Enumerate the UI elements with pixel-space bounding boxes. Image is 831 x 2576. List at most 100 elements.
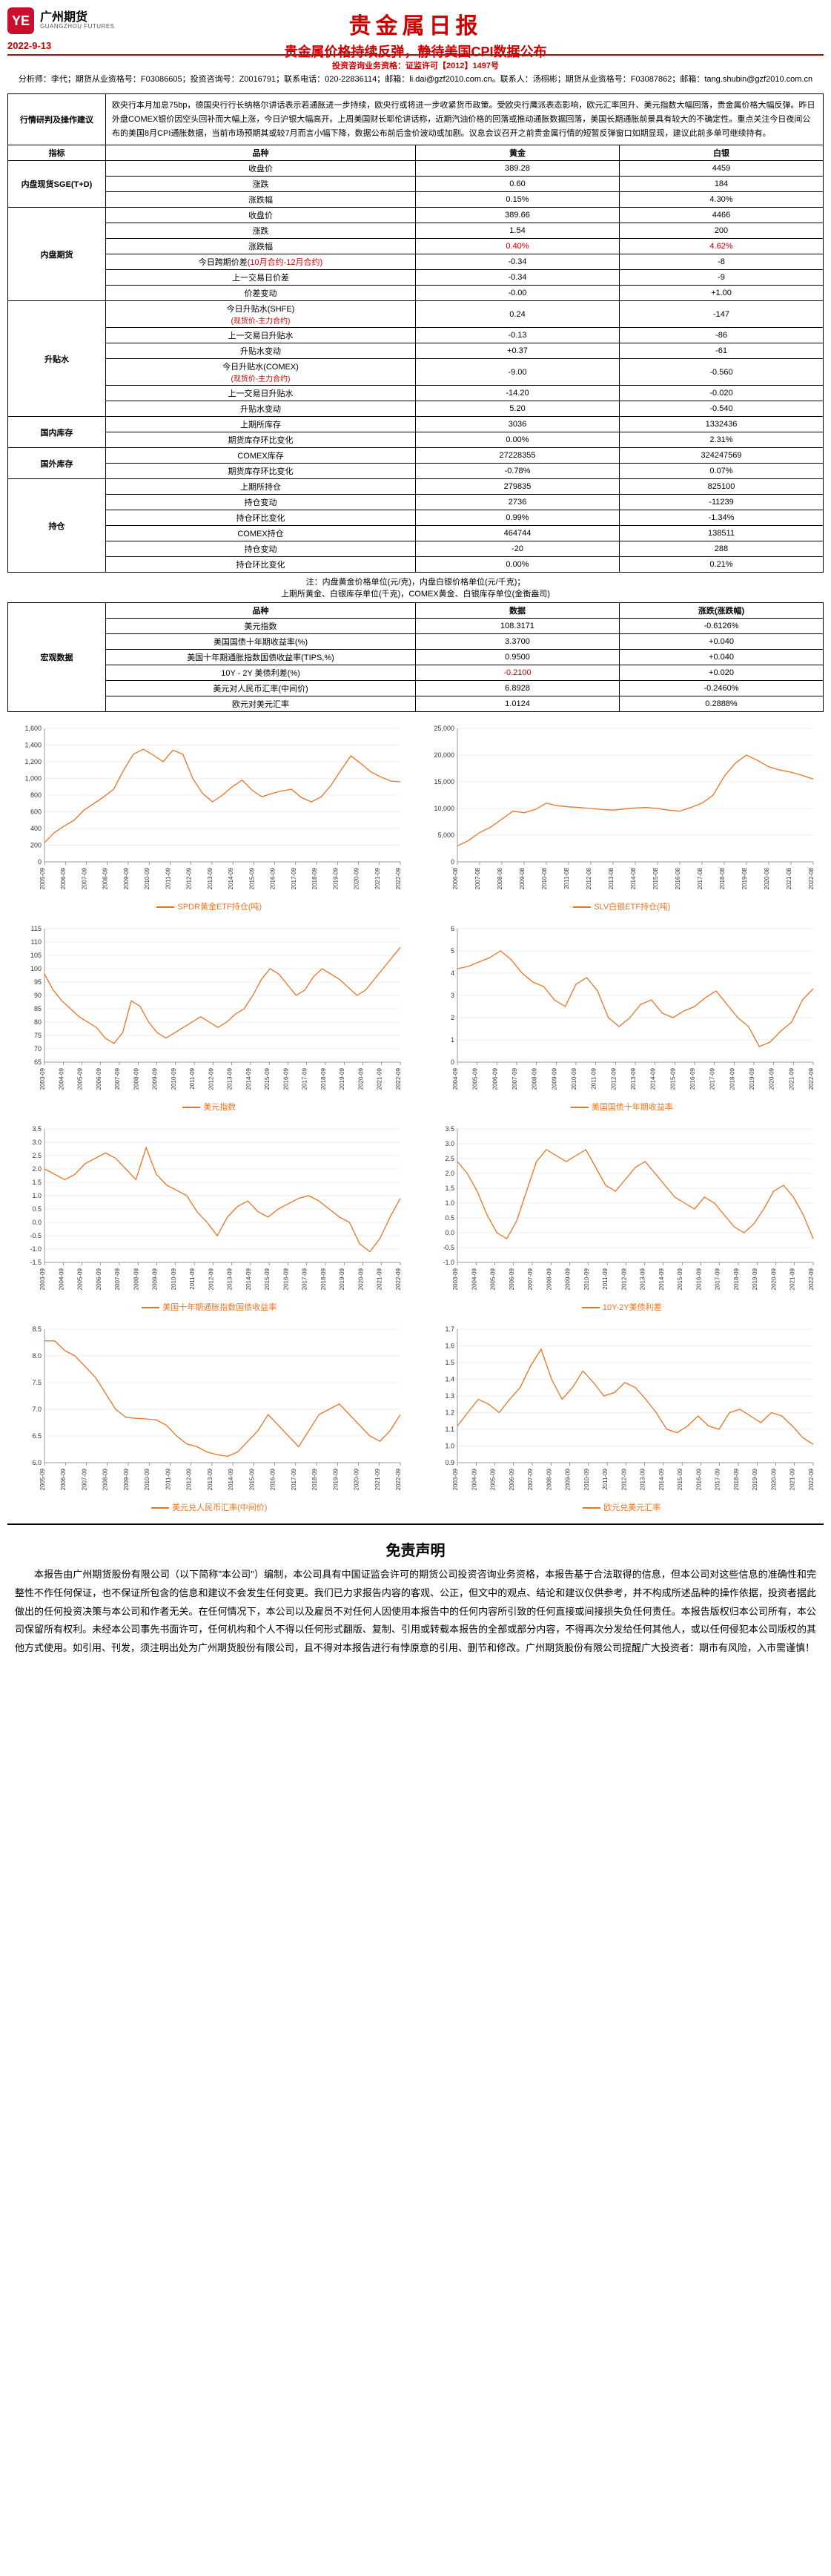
svg-text:2009-09: 2009-09 bbox=[564, 1469, 571, 1491]
svg-text:2016-08: 2016-08 bbox=[675, 868, 681, 890]
svg-text:2019-09: 2019-09 bbox=[752, 1469, 758, 1491]
svg-text:-1.5: -1.5 bbox=[30, 1259, 42, 1266]
svg-text:2011-08: 2011-08 bbox=[563, 868, 570, 889]
svg-text:2003-09: 2003-09 bbox=[452, 1469, 459, 1491]
svg-text:7.5: 7.5 bbox=[32, 1379, 42, 1386]
svg-text:2019-09: 2019-09 bbox=[332, 868, 339, 890]
svg-text:2013-09: 2013-09 bbox=[630, 1068, 637, 1090]
main-data-table: 行情研判及操作建议欧央行本月加息75bp，德国央行行长纳格尔讲话表示若通胀进一步… bbox=[7, 93, 824, 573]
svg-text:2012-09: 2012-09 bbox=[610, 1068, 617, 1090]
svg-text:2020-09: 2020-09 bbox=[354, 1469, 360, 1491]
svg-text:3.5: 3.5 bbox=[445, 1125, 454, 1133]
chart-0: 02004006008001,0001,2001,4001,6002005-09… bbox=[7, 721, 411, 912]
svg-text:90: 90 bbox=[34, 992, 42, 999]
svg-text:2012-09: 2012-09 bbox=[208, 1268, 214, 1291]
svg-text:1.5: 1.5 bbox=[32, 1179, 42, 1186]
svg-text:2015-09: 2015-09 bbox=[669, 1068, 676, 1090]
svg-text:2012-08: 2012-08 bbox=[586, 868, 592, 890]
svg-text:0: 0 bbox=[38, 858, 42, 866]
svg-text:2013-08: 2013-08 bbox=[608, 868, 615, 890]
svg-text:2011-09: 2011-09 bbox=[189, 1268, 196, 1290]
svg-text:2018-09: 2018-09 bbox=[311, 1469, 318, 1491]
svg-text:2006-09: 2006-09 bbox=[508, 1469, 514, 1491]
svg-text:2014-08: 2014-08 bbox=[630, 868, 637, 890]
svg-text:2011-09: 2011-09 bbox=[602, 1268, 609, 1290]
svg-text:2008-09: 2008-09 bbox=[531, 1068, 537, 1090]
svg-text:2019-09: 2019-09 bbox=[752, 1268, 758, 1291]
svg-text:2006-09: 2006-09 bbox=[60, 1469, 67, 1491]
svg-text:1.1: 1.1 bbox=[445, 1426, 454, 1433]
svg-text:1.0: 1.0 bbox=[445, 1443, 454, 1450]
svg-text:105: 105 bbox=[30, 952, 42, 959]
svg-text:2008-09: 2008-09 bbox=[102, 1469, 109, 1491]
svg-text:2016-09: 2016-09 bbox=[270, 868, 277, 890]
svg-text:2006-09: 2006-09 bbox=[60, 868, 67, 890]
svg-text:2009-08: 2009-08 bbox=[519, 868, 526, 890]
svg-text:2022-09: 2022-09 bbox=[808, 1268, 815, 1291]
svg-text:1.7: 1.7 bbox=[445, 1325, 454, 1333]
svg-text:2009-09: 2009-09 bbox=[551, 1068, 557, 1090]
svg-text:2005-09: 2005-09 bbox=[77, 1268, 84, 1291]
svg-text:4: 4 bbox=[450, 969, 454, 977]
svg-text:2.5: 2.5 bbox=[32, 1152, 42, 1159]
svg-text:2008-09: 2008-09 bbox=[546, 1469, 552, 1491]
svg-text:3.0: 3.0 bbox=[445, 1140, 454, 1147]
svg-text:2012-09: 2012-09 bbox=[620, 1469, 627, 1491]
svg-text:1.0: 1.0 bbox=[445, 1199, 454, 1207]
svg-text:1.5: 1.5 bbox=[445, 1359, 454, 1366]
svg-text:2006-09: 2006-09 bbox=[96, 1268, 102, 1291]
svg-text:2011-09: 2011-09 bbox=[189, 1068, 196, 1090]
svg-text:2013-09: 2013-09 bbox=[227, 1268, 234, 1291]
svg-text:2003-09: 2003-09 bbox=[39, 1268, 46, 1291]
svg-text:2018-09: 2018-09 bbox=[729, 1068, 735, 1090]
logo-en: GUANGZHOU FUTURES bbox=[40, 24, 115, 30]
svg-text:2014-09: 2014-09 bbox=[245, 1068, 252, 1090]
svg-text:6.0: 6.0 bbox=[32, 1459, 42, 1466]
svg-text:2013-09: 2013-09 bbox=[227, 1068, 234, 1090]
svg-text:2008-09: 2008-09 bbox=[546, 1268, 552, 1291]
svg-text:1.3: 1.3 bbox=[445, 1392, 454, 1400]
svg-text:2018-09: 2018-09 bbox=[732, 1469, 739, 1491]
svg-text:2008-09: 2008-09 bbox=[133, 1268, 139, 1291]
svg-text:2012-09: 2012-09 bbox=[620, 1268, 627, 1291]
svg-text:2010-09: 2010-09 bbox=[170, 1268, 177, 1291]
svg-text:2015-09: 2015-09 bbox=[248, 868, 255, 890]
svg-text:2007-09: 2007-09 bbox=[81, 1469, 87, 1491]
svg-text:2009-09: 2009-09 bbox=[152, 1068, 159, 1090]
svg-text:2010-09: 2010-09 bbox=[571, 1068, 577, 1090]
svg-text:2015-08: 2015-08 bbox=[652, 868, 659, 890]
svg-text:2021-09: 2021-09 bbox=[789, 1268, 795, 1291]
svg-text:1.6: 1.6 bbox=[445, 1343, 454, 1350]
svg-text:2015-09: 2015-09 bbox=[677, 1268, 683, 1291]
svg-text:80: 80 bbox=[34, 1018, 42, 1026]
svg-text:2020-09: 2020-09 bbox=[357, 1068, 364, 1090]
svg-text:2.0: 2.0 bbox=[32, 1165, 42, 1173]
svg-text:8.0: 8.0 bbox=[32, 1352, 42, 1360]
svg-text:2010-09: 2010-09 bbox=[170, 1068, 177, 1090]
svg-text:2010-09: 2010-09 bbox=[144, 1469, 150, 1491]
svg-text:2014-09: 2014-09 bbox=[228, 868, 234, 890]
svg-text:2007-09: 2007-09 bbox=[527, 1469, 534, 1491]
svg-text:2008-09: 2008-09 bbox=[102, 868, 109, 890]
svg-text:2013-09: 2013-09 bbox=[639, 1469, 646, 1491]
svg-text:2016-09: 2016-09 bbox=[270, 1469, 277, 1491]
svg-text:2015-09: 2015-09 bbox=[677, 1469, 683, 1491]
svg-text:2018-09: 2018-09 bbox=[732, 1268, 739, 1291]
svg-text:2010-09: 2010-09 bbox=[583, 1268, 589, 1291]
svg-text:3: 3 bbox=[450, 992, 454, 999]
svg-text:2020-09: 2020-09 bbox=[357, 1268, 364, 1291]
svg-text:0: 0 bbox=[450, 1058, 454, 1066]
svg-text:1.2: 1.2 bbox=[445, 1409, 454, 1417]
svg-text:2013-09: 2013-09 bbox=[207, 1469, 213, 1491]
svg-text:2007-08: 2007-08 bbox=[474, 868, 481, 890]
svg-text:800: 800 bbox=[30, 791, 42, 799]
svg-text:2018-09: 2018-09 bbox=[320, 1268, 327, 1291]
svg-text:0.0: 0.0 bbox=[32, 1219, 42, 1226]
svg-text:2022-09: 2022-09 bbox=[395, 868, 402, 890]
svg-text:2015-09: 2015-09 bbox=[264, 1068, 271, 1090]
svg-text:0.9: 0.9 bbox=[445, 1459, 454, 1466]
svg-text:6: 6 bbox=[450, 925, 454, 932]
svg-text:2010-08: 2010-08 bbox=[541, 868, 548, 890]
svg-text:2010-09: 2010-09 bbox=[583, 1469, 589, 1491]
svg-text:110: 110 bbox=[31, 938, 42, 946]
